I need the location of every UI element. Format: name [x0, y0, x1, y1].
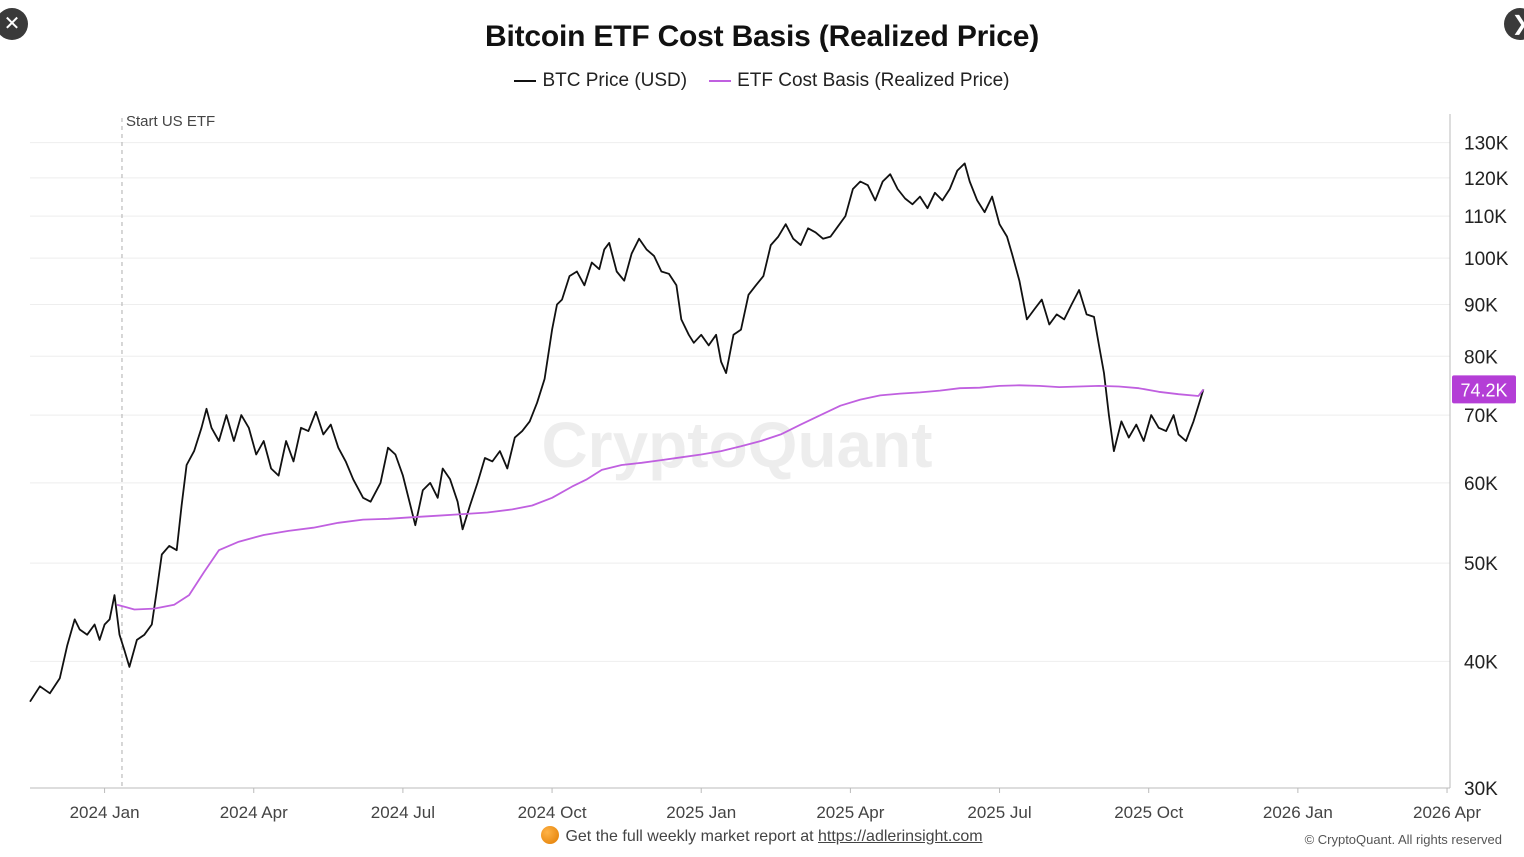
legend-label-btc: BTC Price (USD) [542, 70, 688, 91]
legend-swatch-btc [514, 80, 537, 82]
x-tick-label: 2025 Oct [1114, 803, 1183, 822]
etf-start-label: Start US ETF [126, 113, 215, 130]
x-tick-label: 2026 Apr [1413, 803, 1481, 822]
etf-cost-basis-line [116, 384, 1205, 611]
legend: BTC Price (USD) ETF Cost Basis (Realized… [0, 70, 1524, 92]
current-value-label: 74.2K [1460, 380, 1507, 400]
y-tick-label: 100K [1464, 249, 1509, 270]
legend-label-etf: ETF Cost Basis (Realized Price) [737, 70, 1010, 91]
x-tick-label: 2024 Jan [70, 803, 140, 822]
next-button[interactable]: ❯ [1504, 8, 1524, 40]
x-tick-label: 2024 Oct [518, 803, 587, 822]
footer-link[interactable]: https://adlerinsight.com [818, 828, 983, 845]
x-tick-label: 2026 Jan [1263, 803, 1333, 822]
legend-item-btc[interactable]: BTC Price (USD) [514, 70, 687, 92]
legend-item-etf[interactable]: ETF Cost Basis (Realized Price) [709, 70, 1010, 92]
x-tick-label: 2025 Jan [666, 803, 736, 822]
y-tick-label: 70K [1464, 406, 1498, 427]
y-tick-label: 60K [1464, 474, 1498, 495]
x-tick-label: 2025 Jul [967, 803, 1031, 822]
y-tick-label: 110K [1464, 207, 1507, 228]
x-tick-label: 2024 Jul [371, 803, 435, 822]
report-icon [541, 826, 560, 844]
y-tick-label: 50K [1464, 554, 1498, 575]
y-tick-label: 40K [1464, 652, 1498, 673]
chart-title: Bitcoin ETF Cost Basis (Realized Price) [485, 20, 1039, 53]
y-tick-label: 30K [1464, 779, 1498, 800]
copyright: © CryptoQuant. All rights reserved [1304, 832, 1502, 847]
x-tick-label: 2024 Apr [220, 803, 288, 822]
close-icon: ✕ [3, 13, 21, 35]
current-value-badge [1452, 375, 1516, 404]
footer-text: Get the full weekly market report at [565, 828, 814, 845]
btc-price-line [29, 162, 1205, 703]
x-tick-label: 2025 Apr [816, 803, 884, 822]
legend-swatch-etf [709, 80, 732, 82]
y-tick-label: 130K [1464, 134, 1509, 155]
footer-note: Get the full weekly market report at htt… [0, 826, 1524, 846]
close-button[interactable]: ✕ [0, 8, 28, 40]
y-tick-label: 80K [1464, 347, 1498, 368]
chevron-right-icon: ❯ [1512, 14, 1524, 34]
y-tick-label: 90K [1464, 295, 1498, 316]
y-tick-label: 120K [1464, 169, 1509, 190]
